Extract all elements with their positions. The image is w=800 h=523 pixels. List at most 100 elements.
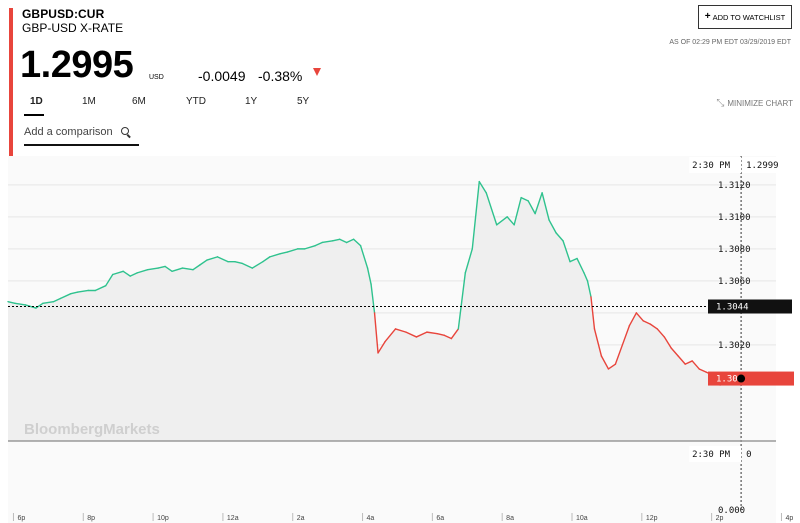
price-segment-85 <box>670 347 679 357</box>
price-segment-81 <box>642 320 652 325</box>
tab-1d[interactable]: 1D <box>30 96 43 107</box>
price-segment-18 <box>164 265 173 272</box>
minimize-label: MINIMIZE CHART <box>727 99 793 108</box>
price-segment-72 <box>586 280 592 298</box>
price-segment-10 <box>94 284 107 292</box>
price-segment-47 <box>394 328 407 333</box>
price-segment-80 <box>635 312 645 322</box>
price-segment-41 <box>359 244 369 269</box>
price-segment-2 <box>24 304 37 309</box>
price-segment-54 <box>457 272 467 330</box>
price-segment-28 <box>251 260 264 269</box>
x-tick-label-6: 6a <box>436 515 444 522</box>
price-segment-48 <box>405 331 418 338</box>
price-line-group <box>7 180 742 386</box>
previous-close-value: 1.3044 <box>716 303 749 313</box>
add-to-watchlist-button[interactable]: + ADD TO WATCHLIST <box>698 5 792 29</box>
price-segment-77 <box>614 344 624 365</box>
price-change-percent: -0.38% <box>258 68 303 84</box>
currency-label: USD <box>149 74 164 81</box>
price-segment-35 <box>314 241 323 247</box>
plus-icon: + <box>704 11 711 22</box>
price-segment-39 <box>345 238 355 244</box>
price-segment-4 <box>42 301 55 305</box>
price-segment-64 <box>534 192 543 215</box>
price-segment-21 <box>192 264 201 271</box>
price-segment-75 <box>600 355 610 370</box>
tab-1y[interactable]: 1Y <box>245 96 258 107</box>
watchlist-label: ADD TO WATCHLIST <box>712 12 786 22</box>
x-tick-label-9: 12p <box>646 515 658 522</box>
x-tick-label-8: 10a <box>576 515 588 522</box>
price-segment-86 <box>677 355 686 365</box>
volume-axis-label: 0.000 <box>718 506 745 516</box>
current-price-badge <box>708 371 794 386</box>
price-segment-11 <box>105 273 114 287</box>
price-segment-1 <box>14 302 27 306</box>
volume-crosshair-time: 2:30 PM <box>692 450 731 460</box>
price-segment-88 <box>691 360 700 370</box>
crosshair-time-badge <box>689 157 742 173</box>
price-segment-40 <box>352 238 362 247</box>
price-segment-26 <box>234 260 243 264</box>
y-tick-label-1: 1.3060 <box>718 277 751 287</box>
crosshair-value-badge <box>742 157 789 173</box>
price-segment-84 <box>663 336 672 349</box>
price-segment-82 <box>649 323 659 330</box>
price-segment-31 <box>279 251 288 255</box>
price-segment-45 <box>377 341 386 354</box>
price-segment-16 <box>146 267 159 271</box>
price-segment-38 <box>338 238 348 244</box>
minimize-icon: ⤡ <box>716 98 725 109</box>
price-segment-67 <box>555 232 564 242</box>
price-segment-53 <box>450 328 460 340</box>
x-tick-label-7: 8a <box>506 515 514 522</box>
y-axis-labels: 1.3020 1.3060 1.3080 1.3100 1.3120 <box>718 181 751 351</box>
price-segment-43 <box>370 283 376 314</box>
tab-ytd[interactable]: YTD <box>186 96 206 107</box>
price-segment-17 <box>157 265 166 269</box>
current-price-value: 1.30 <box>716 375 738 385</box>
x-tick-label-1: 8p <box>87 515 95 522</box>
price-segment-55 <box>464 248 473 274</box>
price-segment-70 <box>576 257 585 274</box>
comparison-search <box>24 120 139 146</box>
price-segment-59 <box>496 216 508 226</box>
price-segment-78 <box>621 325 631 346</box>
price-segment-51 <box>436 333 446 337</box>
price-segment-27 <box>241 262 254 269</box>
price-segment-73 <box>590 296 596 330</box>
price-segment-56 <box>471 180 480 250</box>
comparison-input[interactable] <box>24 126 119 138</box>
x-tick-label-0: 6p <box>17 515 25 522</box>
x-axis-labels: 6p 8p 10p 12a 2a 4a 6a 8a 10a 12p 2p 4p <box>12 513 793 522</box>
x-tick-label-11: 4p <box>785 515 793 522</box>
price-area-fill <box>8 181 742 441</box>
price-segment-66 <box>548 219 557 234</box>
price-segment-15 <box>136 268 149 274</box>
tab-5y[interactable]: 5Y <box>297 96 310 107</box>
watermark: BloombergMarkets <box>24 421 160 438</box>
price-segment-57 <box>478 180 487 194</box>
x-tick-label-4: 2a <box>297 515 305 522</box>
price-segment-89 <box>698 368 707 373</box>
price-segment-68 <box>562 240 571 263</box>
as-of-timestamp: AS OF 02:29 PM EDT 03/29/2019 EDT <box>669 39 791 46</box>
price-segment-79 <box>628 312 638 327</box>
minimize-chart-button[interactable]: ⤡ MINIMIZE CHART <box>716 98 793 109</box>
price-segment-37 <box>331 238 341 242</box>
x-tick-label-3: 12a <box>227 515 239 522</box>
tab-1m[interactable]: 1M <box>82 96 96 107</box>
down-arrow-icon <box>313 68 321 76</box>
price-segment-42 <box>366 267 372 285</box>
crosshair-time: 2:30 PM <box>692 161 731 171</box>
price-segment-46 <box>384 328 397 343</box>
x-tick-label-5: 4a <box>367 515 375 522</box>
price-segment-19 <box>171 267 184 272</box>
price-segment-8 <box>77 289 89 293</box>
tab-6m[interactable]: 6M <box>132 96 146 107</box>
y-tick-label-2: 1.3080 <box>718 245 751 255</box>
price-segment-62 <box>520 196 529 202</box>
search-icon[interactable] <box>121 126 132 138</box>
